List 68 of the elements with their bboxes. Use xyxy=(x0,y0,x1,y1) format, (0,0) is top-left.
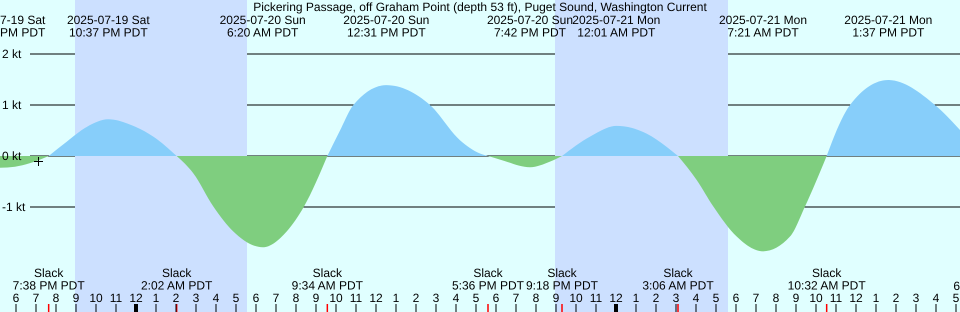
x-tick-label: 8 xyxy=(292,291,300,305)
x-tick-label: 3 xyxy=(192,291,200,305)
x-tick-label: 3 xyxy=(432,291,440,305)
x-tick-label: 6 xyxy=(252,291,260,305)
chart-title: Pickering Passage, off Graham Point (depth 53 ft), Puget Sound, Washington Current xyxy=(252,0,708,14)
annotation: 2025-07-20 Sun 12:31 PM PDT xyxy=(343,13,430,40)
annotation: Slack 9:34 AM PDT xyxy=(292,266,364,292)
x-tick-label: 11 xyxy=(830,291,843,305)
x-tick-label: 10 xyxy=(329,291,343,305)
x-tick-label: 6 xyxy=(732,291,740,305)
x-tick-label: 9 xyxy=(552,291,560,305)
x-tick-label: 9 xyxy=(72,291,80,305)
x-tick-label: 12 xyxy=(369,291,383,305)
x-tick-label: 1 xyxy=(872,291,880,305)
x-tick-label: 12 xyxy=(129,291,143,305)
x-tick-label: 2 xyxy=(172,291,180,305)
x-tick-label: 9 xyxy=(312,291,320,305)
x-tick-label: 10 xyxy=(89,291,103,305)
x-tick-label: 9 xyxy=(792,291,800,305)
x-tick-label: 12 xyxy=(609,291,623,305)
annotation: 2025-07-21 Mon 12:01 AM PDT xyxy=(572,13,660,40)
y-tick-label: -1 kt xyxy=(2,200,26,214)
x-tick-label: 7 xyxy=(32,291,40,305)
annotation: 2025-07-21 Mon 1:37 PM PDT xyxy=(844,13,932,40)
annotation: 2025-07-19 Sat 10:37 PM PDT xyxy=(66,13,150,40)
annotation: Slack 3:06 AM PDT xyxy=(642,266,714,292)
x-tick-label: 5 xyxy=(472,291,480,305)
annotation: 2025-07-21 Mon 7:21 AM PDT xyxy=(718,13,808,40)
x-tick-label: 5 xyxy=(232,291,240,305)
annotation: 2025-07-20 Sun 7:42 PM PDT xyxy=(486,13,574,40)
x-tick-label: 11 xyxy=(110,291,123,305)
x-tick-label: 3 xyxy=(672,291,680,305)
annotation: Slack 10:32 AM PDT xyxy=(788,266,866,292)
x-tick-label: 1 xyxy=(152,291,160,305)
annotation: 7-19 Sat PM PDT xyxy=(0,13,46,40)
x-tick-label: 10 xyxy=(569,291,583,305)
annotation: 6 xyxy=(953,279,960,293)
x-tick-label: 8 xyxy=(532,291,540,305)
x-tick-label: 7 xyxy=(752,291,760,305)
y-tick-label: 2 kt xyxy=(2,47,22,62)
x-tick-label: 6 xyxy=(492,291,500,305)
x-tick-label: 4 xyxy=(212,291,220,305)
annotation: Slack 7:38 PM PDT xyxy=(12,266,86,292)
x-tick-label: 11 xyxy=(350,291,363,305)
annotation: Slack 2:02 AM PDT xyxy=(140,266,214,292)
x-tick-label: 4 xyxy=(932,291,940,305)
x-tick-label: 10 xyxy=(809,291,823,305)
x-tick-label: 4 xyxy=(452,291,460,305)
x-tick-label: 2 xyxy=(412,291,420,305)
x-tick-label: 5 xyxy=(712,291,720,305)
x-tick-label: 8 xyxy=(772,291,780,305)
annotation: Slack 9:18 PM PDT xyxy=(526,266,599,292)
annotation: Slack 5:36 PM PDT xyxy=(452,266,525,292)
x-tick-label: 7 xyxy=(512,291,520,305)
y-tick-label: 1 kt xyxy=(2,98,22,112)
x-tick-label: 2 xyxy=(652,291,660,305)
x-tick-label: 1 xyxy=(632,291,640,305)
x-tick-label: 5 xyxy=(952,291,960,305)
x-tick-label: 11 xyxy=(590,291,603,305)
x-tick-label: 6 xyxy=(12,291,20,305)
x-tick-label: 4 xyxy=(692,291,700,305)
x-tick-label: 8 xyxy=(52,291,60,305)
x-tick-label: 2 xyxy=(892,291,900,305)
annotation: 2025-07-20 Sun 6:20 AM PDT xyxy=(220,13,306,40)
x-tick-label: 3 xyxy=(912,291,920,305)
x-tick-label: 1 xyxy=(392,291,400,305)
x-tick-label: 7 xyxy=(272,291,280,305)
x-tick-label: 12 xyxy=(849,291,863,305)
